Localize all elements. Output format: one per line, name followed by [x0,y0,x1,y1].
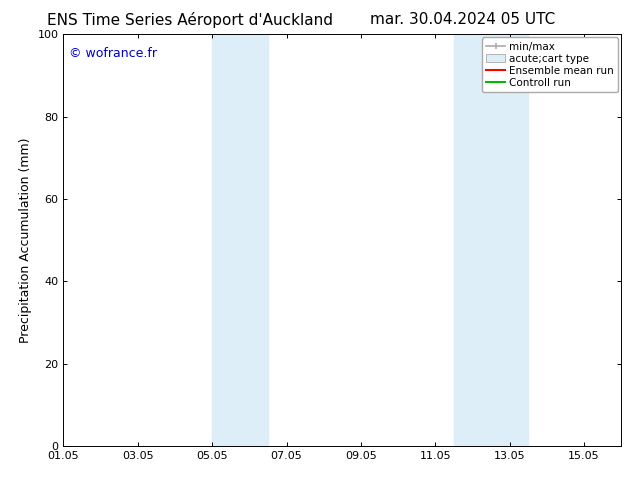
Bar [454,34,528,446]
Text: © wofrance.fr: © wofrance.fr [69,47,157,60]
Text: ENS Time Series Aéroport d'Auckland: ENS Time Series Aéroport d'Auckland [47,12,333,28]
Y-axis label: Precipitation Accumulation (mm): Precipitation Accumulation (mm) [19,137,32,343]
Bar [212,34,268,446]
Text: mar. 30.04.2024 05 UTC: mar. 30.04.2024 05 UTC [370,12,555,27]
Legend: min/max, acute;cart type, Ensemble mean run, Controll run: min/max, acute;cart type, Ensemble mean … [482,37,618,92]
